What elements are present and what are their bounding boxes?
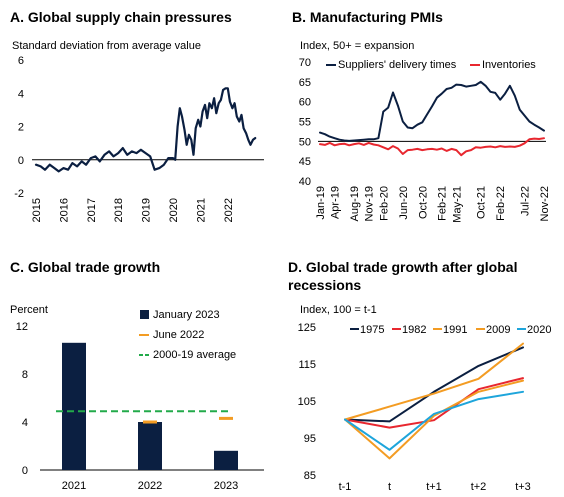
panel-b-title: B. Manufacturing PMIs: [292, 9, 443, 25]
panel-d-legend-label: 2009: [486, 324, 510, 336]
panel-b-x-tick: Oct-21: [476, 186, 488, 219]
panel-a-y-tick: 2: [18, 122, 24, 134]
panel-c: C. Global trade growth Percent 0 4 8 12 2021 20…: [10, 259, 264, 492]
panel-d-x-tick: t+1: [426, 481, 442, 493]
panel-d-title: D. Global trade growth after global reces…: [288, 259, 517, 293]
panel-b-x-tick: Jan-19: [315, 186, 327, 220]
panel-c-x-tick: 2021: [62, 480, 86, 492]
panel-a-y-tick: 6: [18, 55, 24, 67]
panel-c-legend-label: 2000-19 average: [153, 349, 236, 361]
panel-a-x-tick: 2022: [223, 198, 235, 222]
panel-d-legend-label: 2020: [527, 324, 551, 336]
panel-c-y-tick: 12: [16, 321, 28, 333]
panel-d-x-tick: t-1: [339, 481, 352, 493]
panel-c-y-tick: 4: [22, 417, 28, 429]
panel-a-x-tick: 2019: [141, 198, 153, 222]
panel-b-y-tick: 70: [299, 57, 311, 69]
panel-a-series-line: [34, 87, 257, 173]
panel-d-y-tick: 125: [298, 322, 316, 334]
panel-a-x-tick: 2020: [168, 198, 180, 222]
panel-a-x-tick: 2015: [31, 198, 43, 222]
panel-b-series-line-0: [319, 80, 545, 142]
panel-b-y-tick: 50: [299, 136, 311, 148]
panel-d-series-line-2: [344, 342, 524, 421]
panel-d-unit-label: Index, 100 = t-1: [300, 304, 377, 316]
panel-d-y-tick: 95: [304, 433, 316, 445]
panel-b-series-line-1: [319, 137, 545, 157]
panel-d-series-line-1: [344, 377, 524, 429]
panel-b-unit-label: Index, 50+ = expansion: [300, 40, 414, 52]
panel-a-x-tick: 2021: [195, 198, 207, 222]
panel-d-y-tick: 115: [298, 359, 316, 371]
panel-d-legend-label: 1982: [402, 324, 426, 336]
panel-d-x-tick: t+3: [515, 481, 531, 493]
panel-b-x-tick: Jun-20: [398, 186, 410, 220]
panel-a-x-tick: 2018: [113, 198, 125, 222]
panel-b-y-tick: 40: [299, 176, 311, 188]
panel-b-y-tick: 65: [299, 77, 311, 89]
panel-c-legend-swatch: [140, 310, 149, 319]
panel-a: A. Global supply chain pressures Standard…: [10, 9, 264, 222]
panel-c-y-tick: 8: [22, 369, 28, 381]
panel-b: B. Manufacturing PMIs Index, 50+ = expans…: [292, 9, 551, 223]
panel-b-legend-label: Suppliers' delivery times: [338, 59, 457, 71]
panel-a-y-tick: 4: [18, 88, 24, 100]
panel-b-y-tick: 45: [299, 156, 311, 168]
panel-c-unit-label: Percent: [10, 304, 48, 316]
panel-a-title: A. Global supply chain pressures: [10, 9, 232, 25]
panel-b-x-tick: Nov-19: [364, 186, 376, 221]
panel-b-x-tick: Nov-22: [539, 186, 551, 221]
panel-b-legend-label: Inventories: [482, 59, 536, 71]
panel-d-series-line-0: [344, 346, 524, 423]
panel-d-series-line-4: [344, 390, 524, 451]
panel-d-y-tick: 105: [298, 396, 316, 408]
panel-c-title: C. Global trade growth: [10, 259, 160, 275]
panel-b-y-tick: 55: [299, 117, 311, 129]
panel-d-title-line-1: D. Global trade growth after global: [288, 259, 517, 275]
panel-b-x-tick: Feb-22: [495, 186, 507, 221]
panel-b-x-tick: Oct-20: [417, 186, 429, 219]
panel-b-x-tick: Aug-19: [349, 186, 361, 221]
panel-d-title-line-2: recessions: [288, 277, 361, 293]
panel-a-x-tick: 2017: [86, 198, 98, 222]
panel-a-y-tick: -2: [14, 188, 24, 200]
panel-c-x-tick: 2023: [214, 480, 238, 492]
panel-d-legend-label: 1975: [360, 324, 384, 336]
panel-c-x-tick: 2022: [138, 480, 162, 492]
panel-d-y-tick: 85: [304, 470, 316, 482]
panel-b-x-tick: Feb-20: [378, 186, 390, 221]
panel-d-x-tick: t: [388, 481, 391, 493]
panel-b-x-tick: Jul-22: [520, 186, 532, 216]
panel-b-y-tick: 60: [299, 97, 311, 109]
panel-c-bar: [138, 422, 162, 470]
panel-d: D. Global trade growth after global reces…: [288, 259, 551, 493]
panel-d-series-line-3: [344, 379, 524, 460]
panel-c-bar: [62, 342, 86, 470]
panel-d-legend-label: 1991: [443, 324, 467, 336]
panel-c-bar: [214, 450, 238, 470]
panel-b-x-tick: Apr-19: [330, 186, 342, 219]
panel-b-x-tick: May-21: [451, 186, 463, 223]
panel-b-x-tick: Feb-21: [437, 186, 449, 221]
panel-c-legend-label: June 2022: [153, 329, 204, 341]
panel-c-legend-label: January 2023: [153, 309, 220, 321]
panel-c-y-tick: 0: [22, 465, 28, 477]
panel-d-x-tick: t+2: [471, 481, 487, 493]
panel-a-y-tick: 0: [18, 155, 24, 167]
panel-a-x-tick: 2016: [58, 198, 70, 222]
panel-a-unit-label: Standard deviation from average value: [12, 40, 201, 52]
